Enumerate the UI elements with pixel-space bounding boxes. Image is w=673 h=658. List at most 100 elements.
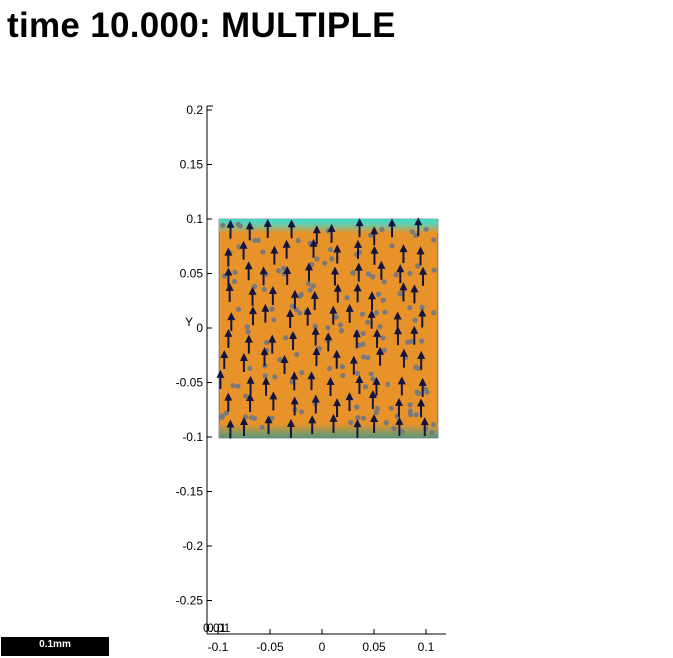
velocity-arrow: [310, 290, 319, 310]
velocity-arrow: [376, 346, 385, 366]
velocity-arrow: [305, 262, 314, 282]
velocity-arrow: [246, 393, 255, 413]
velocity-arrow: [248, 286, 257, 306]
particle-dot: [261, 286, 267, 293]
particle-dot: [422, 386, 429, 392]
particle-dot: [354, 370, 360, 377]
velocity-arrow: [329, 305, 338, 325]
particle-dot: [269, 415, 275, 421]
velocity-arrow: [417, 350, 426, 370]
particle-dot: [365, 271, 372, 277]
y-tick-label: 0.2: [186, 103, 203, 117]
particle-dot: [276, 268, 282, 274]
velocity-arrow: [311, 326, 320, 346]
velocity-arrow: [416, 246, 425, 266]
velocity-arrow: [286, 308, 295, 328]
velocity-arrow: [224, 328, 233, 348]
velocity-arrow: [239, 417, 248, 437]
particle-dot: [230, 382, 236, 389]
velocity-arrow: [410, 284, 419, 304]
particle-dot: [429, 430, 435, 436]
particle-dot: [316, 345, 322, 352]
particle-dot: [407, 270, 413, 276]
particle-dot: [368, 371, 374, 377]
velocity-arrow: [311, 394, 320, 414]
particle-dot: [405, 339, 411, 345]
particle-dot: [370, 376, 376, 382]
particle-dot: [272, 374, 278, 380]
y-tick-label: 0: [196, 321, 203, 335]
velocity-arrow: [414, 217, 423, 237]
particle-dot: [231, 278, 238, 285]
velocity-arrow: [367, 309, 376, 329]
velocity-arrow: [260, 347, 269, 367]
particle-dot: [259, 424, 265, 431]
particle-dot: [359, 311, 366, 317]
particle-dot: [431, 310, 437, 316]
velocity-arrow: [394, 397, 403, 417]
velocity-arrow: [419, 266, 428, 286]
velocity-arrow: [246, 375, 255, 395]
velocity-arrow: [370, 245, 379, 265]
velocity-arrow: [290, 289, 299, 309]
velocity-arrow: [354, 239, 363, 259]
particle-dot: [237, 223, 243, 229]
particle-layer: [219, 221, 437, 436]
particle-dot: [419, 304, 425, 310]
velocity-arrow: [244, 261, 253, 281]
particle-dot: [307, 287, 313, 293]
particle-dot: [413, 364, 419, 370]
particle-dot: [361, 354, 367, 360]
particle-dot: [235, 306, 242, 313]
velocity-arrow: [269, 391, 278, 411]
particle-dot: [423, 226, 429, 232]
plot-title: time 10.000: MULTIPLE: [7, 6, 396, 45]
particle-dot: [297, 310, 303, 316]
velocity-arrow: [353, 283, 362, 303]
particle-dot: [312, 323, 318, 329]
particle-dot: [393, 272, 399, 278]
particle-dot: [384, 381, 391, 388]
velocity-arrow: [244, 334, 253, 354]
velocity-arrow: [370, 226, 379, 246]
particle-dot: [340, 372, 346, 379]
velocity-arrow: [312, 347, 321, 367]
velocity-arrow: [261, 303, 270, 323]
velocity-arrow: [397, 376, 406, 396]
particle-dot: [235, 383, 241, 389]
velocity-arrow: [224, 247, 233, 267]
particle-dot: [360, 341, 366, 347]
velocity-arrow: [286, 418, 295, 438]
particle-dot: [430, 421, 437, 428]
y-tick-label: 0.15: [180, 158, 204, 172]
velocity-arrow: [326, 377, 335, 397]
particle-dot: [391, 426, 397, 432]
particle-dot: [379, 226, 385, 233]
particle-dot: [407, 402, 413, 408]
velocity-arrow: [226, 419, 235, 439]
particle-dot: [399, 428, 405, 435]
particle-dot: [377, 324, 383, 330]
x-overlap-label: 0.01: [203, 621, 227, 635]
velocity-arrow: [345, 303, 354, 323]
velocity-arrow: [354, 262, 363, 282]
particle-dot: [260, 249, 266, 255]
particle-dot: [245, 329, 251, 335]
velocity-arrow: [307, 371, 316, 391]
particle-dot: [244, 324, 250, 330]
particle-dot: [271, 317, 277, 323]
velocity-arrow: [290, 396, 299, 416]
particle-dot: [362, 384, 369, 390]
velocity-arrow: [333, 283, 342, 303]
y-tick-label: -0.2: [182, 539, 203, 553]
particle-dot: [344, 295, 350, 301]
particle-dot: [413, 232, 419, 239]
velocity-arrow: [355, 374, 364, 394]
particle-dot: [333, 314, 339, 320]
particle-dot: [220, 413, 226, 419]
velocity-arrow: [333, 244, 342, 264]
velocity-arrow: [239, 240, 248, 260]
velocity-arrow: [417, 398, 426, 418]
velocity-arrow: [333, 398, 342, 418]
